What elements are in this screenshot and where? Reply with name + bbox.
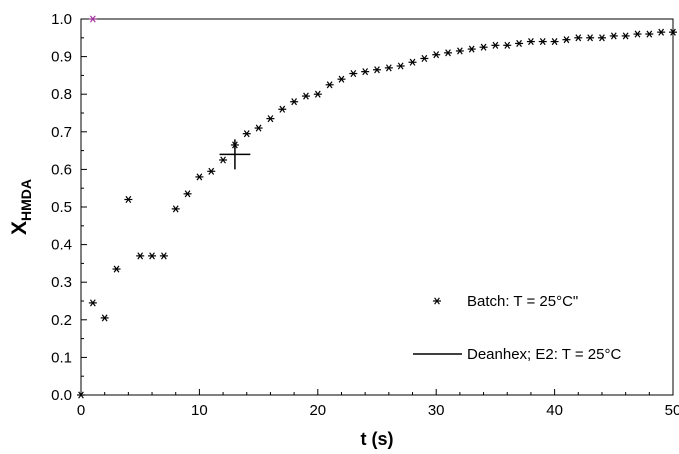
data-point-batch: [373, 66, 381, 74]
data-point-batch: [290, 98, 299, 106]
data-point-batch: [325, 81, 334, 89]
data-point-batch: [136, 252, 145, 260]
data-point-batch: [361, 68, 370, 76]
y-tick-label: 0.4: [51, 237, 72, 254]
data-point-batch: [88, 299, 97, 307]
data-point-batch: [242, 130, 251, 138]
x-tick-label: 0: [77, 402, 85, 419]
data-point-batch: [669, 28, 677, 36]
data-point-batch: [444, 49, 453, 57]
data-point-batch: [396, 62, 405, 70]
data-point-deanhex: [219, 139, 251, 170]
y-tick-label: 0.8: [51, 86, 72, 103]
data-point-batch: [432, 51, 441, 59]
y-tick-label: 0.1: [51, 349, 72, 366]
data-point-batch: [467, 45, 476, 53]
data-point-batch: [337, 75, 346, 83]
x-tick-label: 20: [309, 402, 326, 419]
data-point-batch: [112, 265, 121, 273]
data-point-batch: [266, 115, 275, 123]
data-point-batch: [491, 41, 500, 49]
y-axis-title: XHMDA: [8, 179, 34, 235]
data-point-batch: [219, 156, 228, 164]
y-axis-tick-labels: 0.0 0.1 0.2 0.3 0.4 0.5 0.6 0.7 0.8 0.9 1.0: [51, 11, 72, 404]
plot-frame: [80, 18, 674, 396]
data-point-batch: [503, 41, 512, 49]
data-point-batch: [100, 314, 109, 322]
y-tick-label: 0.6: [51, 161, 72, 178]
series-batch: [77, 15, 677, 399]
data-point-batch: [313, 90, 322, 98]
x-axis-tick-labels: 0 10 20 30 40 50: [77, 402, 679, 419]
y-tick-label: 0.5: [51, 199, 72, 216]
data-point-batch: [586, 34, 595, 42]
data-point-batch: [408, 58, 417, 66]
data-point-batch: [574, 34, 583, 42]
y-tick-label: 0.2: [51, 312, 72, 329]
x-tick-label: 40: [546, 402, 563, 419]
y-tick-label: 0.0: [51, 387, 72, 404]
data-point-batch: [278, 105, 287, 113]
data-point-batch: [124, 195, 133, 204]
data-point-batch: [301, 92, 310, 100]
data-point-batch: [171, 205, 180, 213]
data-point-batch: [633, 30, 642, 38]
data-point-batch: [195, 173, 204, 181]
data-point-batch: [621, 32, 630, 40]
data-point-batch: [609, 32, 618, 40]
data-point-batch: [479, 43, 488, 51]
y-tick-label: 0.9: [51, 49, 72, 66]
x-tick-label: 10: [191, 402, 208, 419]
data-point-batch: [515, 39, 524, 47]
legend-label-deanhex: Deanhex; E2: T = 25°C: [467, 346, 621, 363]
data-point-batch: [77, 391, 85, 399]
y-tick-label: 0.7: [51, 124, 72, 141]
data-point-batch: [254, 124, 263, 132]
y-axis-ticks: [81, 18, 87, 396]
x-axis-title: t (s): [361, 429, 394, 449]
data-point-batch: [159, 252, 168, 260]
data-point-batch: [538, 38, 547, 46]
plot-area: [80, 18, 674, 396]
data-point-batch: [657, 28, 666, 36]
data-point-batch: [526, 38, 535, 46]
data-point-batch: [183, 190, 192, 198]
data-point-batch: [562, 36, 571, 44]
data-point-batch: [550, 38, 559, 46]
data-point-batch: [645, 30, 654, 38]
data-point-batch: [597, 34, 606, 42]
data-point-batch: [384, 64, 393, 72]
y-tick-label: 0.3: [51, 274, 72, 291]
data-point-batch: [148, 252, 157, 260]
legend-label-batch: Batch: T = 25°C": [467, 293, 578, 310]
legend-asterisk-icon: [433, 297, 441, 305]
data-point-batch: [349, 69, 358, 78]
series-deanhex: [219, 139, 251, 170]
legend-marker-batch: [433, 297, 441, 305]
legend: Batch: T = 25°C" Deanhex; E2: T = 25°C: [413, 293, 621, 363]
data-point-batch: [455, 47, 464, 55]
data-point-batch: [207, 167, 216, 175]
x-axis-ticks: [80, 389, 674, 395]
y-tick-label: 1.0: [51, 11, 72, 28]
y-axis-title-subscript: HMDA: [18, 179, 34, 221]
y-axis-title-main: X: [8, 221, 31, 235]
x-tick-label: 30: [428, 402, 445, 419]
data-point-batch: [420, 54, 429, 63]
x-tick-label: 50: [665, 402, 679, 419]
data-point-batch-highlight: [88, 15, 97, 23]
